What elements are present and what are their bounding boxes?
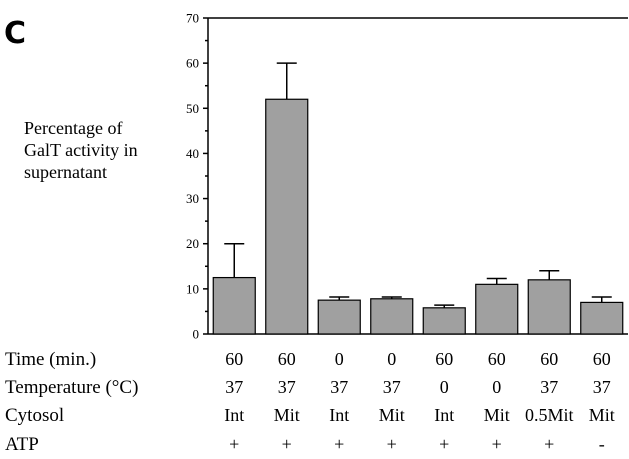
condition-cell: 0 xyxy=(440,377,449,397)
condition-cell: Int xyxy=(434,405,454,425)
y-tick-label: 70 xyxy=(186,11,199,26)
condition-cell: 37 xyxy=(383,377,401,397)
condition-cell: Mit xyxy=(379,405,405,425)
condition-cell: 60 xyxy=(593,349,611,369)
condition-row-label: Cytosol xyxy=(5,405,64,426)
condition-cell: Mit xyxy=(589,405,615,425)
condition-cell: 0 xyxy=(387,349,396,369)
bars xyxy=(212,98,624,335)
bar xyxy=(265,98,309,335)
y-tick-label: 40 xyxy=(186,146,199,161)
condition-cell: + xyxy=(439,434,449,454)
y-tick-label: 0 xyxy=(193,327,200,342)
condition-cell: 60 xyxy=(225,349,243,369)
y-tick-label: 30 xyxy=(186,191,199,206)
bar xyxy=(580,301,624,335)
condition-cell: 0 xyxy=(335,349,344,369)
y-axis-label-line-2: GalT activity in xyxy=(24,140,138,160)
condition-cell: Int xyxy=(329,405,349,425)
condition-cell: Mit xyxy=(484,405,510,425)
bar xyxy=(317,299,361,335)
condition-table: Time (min.) 60 60 0 0 60 60 60 60 Temperature (°C… xyxy=(5,349,615,455)
y-axis-label-line-3: supernatant xyxy=(24,162,107,182)
condition-cell: Int xyxy=(224,405,244,425)
error-bars xyxy=(224,62,612,308)
y-tick-label: 60 xyxy=(186,56,199,71)
y-axis-label-line-1: Percentage of xyxy=(24,118,122,138)
condition-cell: 37 xyxy=(278,377,296,397)
condition-cell: 37 xyxy=(330,377,348,397)
condition-cell: + xyxy=(334,434,344,454)
condition-cell: 60 xyxy=(540,349,558,369)
bar xyxy=(370,298,414,335)
panel-letter: C xyxy=(4,16,26,51)
condition-cell: 37 xyxy=(593,377,611,397)
y-tick-label: 10 xyxy=(186,281,199,296)
condition-cell: 0 xyxy=(492,377,501,397)
condition-row-label: ATP xyxy=(5,434,39,455)
y-tick-label: 20 xyxy=(186,236,199,251)
condition-cell: + xyxy=(387,434,397,454)
condition-row-label: Time (min.) xyxy=(5,349,96,370)
condition-cell: + xyxy=(229,434,239,454)
bar xyxy=(527,279,571,335)
bar xyxy=(422,307,466,335)
condition-row-label: Temperature (°C) xyxy=(5,377,138,398)
condition-cell: + xyxy=(544,434,554,454)
condition-cell: 0.5Mit xyxy=(525,405,574,425)
y-tick-label: 50 xyxy=(186,101,199,116)
condition-cell: - xyxy=(599,434,605,454)
condition-cell: Mit xyxy=(274,405,300,425)
y-axis-label: Percentage of GalT activity in supernata… xyxy=(24,118,142,182)
condition-cell: 60 xyxy=(278,349,296,369)
y-ticks: 0 10 20 30 40 50 60 70 xyxy=(186,11,208,342)
condition-cell: + xyxy=(492,434,502,454)
condition-cell: 37 xyxy=(540,377,558,397)
bar xyxy=(475,283,519,335)
condition-cell: 60 xyxy=(435,349,453,369)
bar xyxy=(212,276,256,335)
condition-cell: + xyxy=(282,434,292,454)
condition-cell: 60 xyxy=(488,349,506,369)
condition-cell: 37 xyxy=(225,377,243,397)
